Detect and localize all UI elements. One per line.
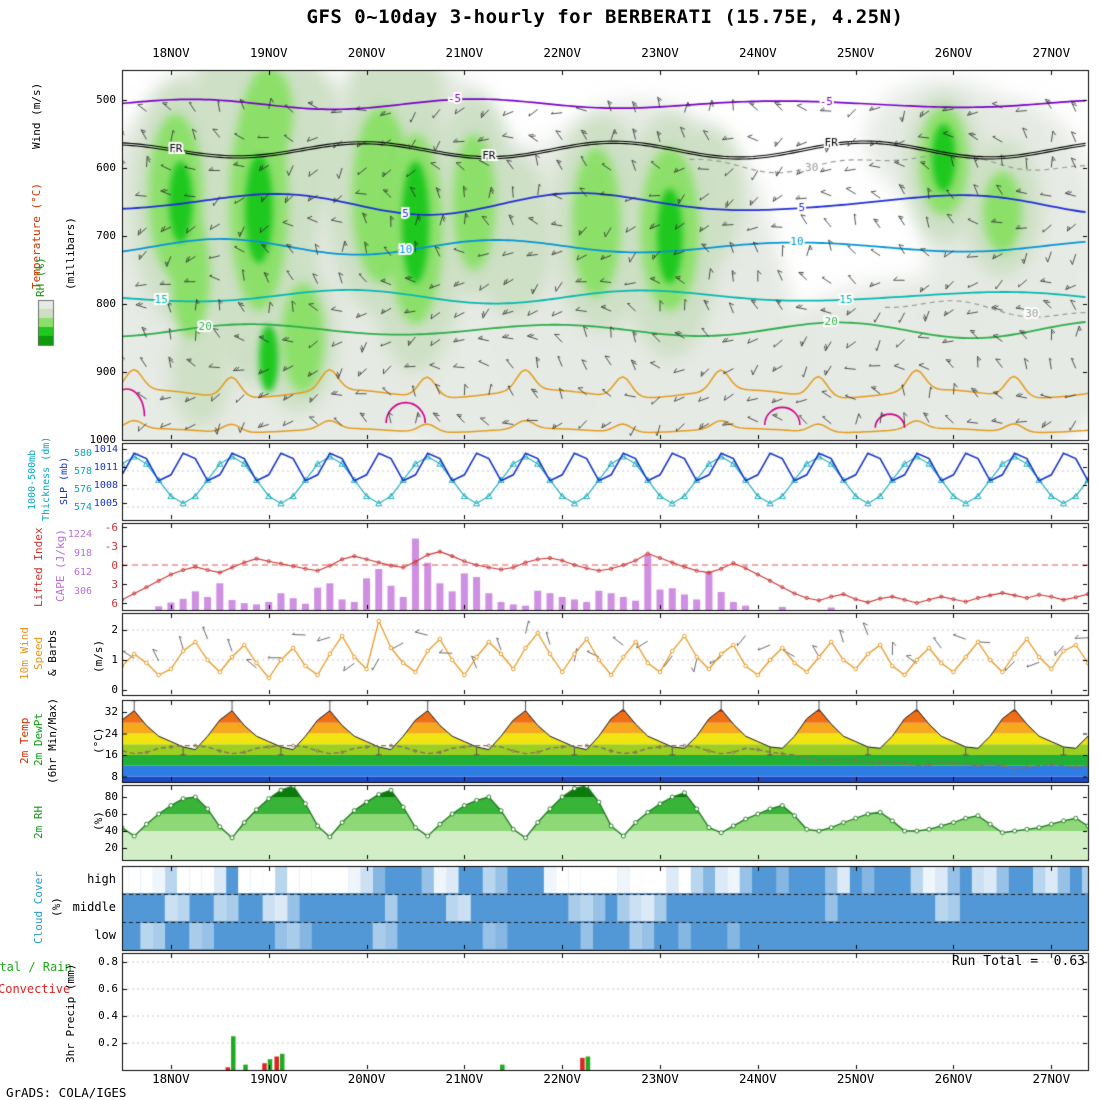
- wind-axis-label: Wind (m/s): [30, 82, 43, 150]
- x-tick-label-bottom: 20NOV: [347, 1071, 386, 1086]
- y-tick-label: 16: [104, 748, 118, 761]
- x-tick-label-bottom: 26NOV: [934, 1071, 973, 1086]
- x-tick-label-top: 27NOV: [1032, 45, 1071, 60]
- y-tick-label: 0.8: [98, 955, 118, 968]
- y-tick-label: 1000: [89, 433, 117, 446]
- y-tick-label: 1011: [93, 462, 118, 473]
- y-tick-label: 8: [111, 769, 118, 783]
- wind10m-axis-label-3: & Barbs: [46, 629, 59, 677]
- x-tick-label-bottom: 21NOV: [445, 1071, 484, 1086]
- minmax-axis-label: (6hr Min/Max): [46, 697, 59, 785]
- cloud-cover-axis-label: Cloud Cover: [32, 871, 45, 945]
- y-tick-label: 1014: [93, 444, 118, 455]
- y-tick-label: 40: [104, 824, 118, 837]
- x-tick-label-bottom: 23NOV: [641, 1071, 679, 1086]
- x-tick-label-bottom: 27NOV: [1032, 1071, 1071, 1086]
- y-tick-label: 306: [73, 586, 92, 597]
- credit-text: GrADS: COLA/IGES: [6, 1085, 127, 1100]
- y-tick-label: 1: [111, 653, 118, 666]
- precip-convective-legend: Convective: [0, 982, 71, 996]
- y-tick-label: 0.6: [98, 982, 118, 995]
- cloud-row-label: low: [94, 928, 116, 942]
- rh2m-axis-label: 2m RH: [32, 805, 45, 839]
- x-tick-label-top: 22NOV: [543, 45, 581, 60]
- y-tick-label: 24: [104, 726, 118, 740]
- precip-total-legend: Total / Rain: [0, 960, 72, 974]
- y-tick-label: 0.4: [98, 1009, 118, 1022]
- y-tick-label: 60: [104, 807, 118, 820]
- chart-title: GFS 0~10day 3-hourly for BERBERATI (15.7…: [306, 6, 904, 28]
- y-tick-label: 2: [111, 623, 118, 636]
- y-tick-label: 578: [73, 466, 92, 477]
- y-tick-label: 800: [96, 297, 116, 310]
- x-tick-label-bottom: 19NOV: [249, 1071, 288, 1086]
- rh-axis-label: RH (%): [34, 257, 47, 297]
- y-tick-label: 32: [104, 705, 118, 718]
- cloud-row-label: middle: [72, 900, 116, 914]
- wind10m-axis-label-2: Speed: [32, 636, 45, 670]
- wind10m-axis-label-1: 10m Wind: [18, 627, 31, 681]
- x-tick-label-bottom: 18NOV: [152, 1071, 190, 1086]
- y-tick-label: 918: [73, 548, 92, 559]
- x-tick-label-top: 20NOV: [347, 45, 386, 60]
- y-tick-label: 600: [96, 161, 116, 174]
- x-tick-label-top: 23NOV: [641, 45, 679, 60]
- y-tick-label: 1224: [67, 529, 92, 540]
- run-total-text: Run Total = 0.63: [951, 954, 1085, 969]
- y-tick-label: 1008: [93, 480, 118, 491]
- y-tick-label: 0: [111, 683, 118, 696]
- y-tick-label: -6: [104, 521, 118, 534]
- x-tick-label-top: 18NOV: [152, 45, 190, 60]
- lifted-index-axis-label: Lifted Index: [32, 527, 45, 607]
- x-tick-label-top: 24NOV: [739, 45, 777, 60]
- x-tick-label-bottom: 24NOV: [739, 1071, 777, 1086]
- x-tick-label-top: 21NOV: [445, 45, 484, 60]
- y-tick-label: 80: [104, 790, 118, 803]
- y-tick-label: 900: [96, 365, 116, 378]
- thickness-axis-label-1: 1000-500mb: [27, 449, 38, 511]
- temp2m-axis-label: 2m Temp: [18, 717, 31, 765]
- y-tick-label: 580: [73, 448, 92, 459]
- y-tick-label: 500: [96, 93, 116, 106]
- y-tick-label: 0: [111, 559, 118, 572]
- y-tick-label: 0.2: [98, 1036, 118, 1049]
- y-tick-label: 3: [111, 578, 118, 591]
- x-tick-label-bottom: 22NOV: [543, 1071, 581, 1086]
- y-tick-label: -3: [104, 540, 118, 553]
- y-tick-label: 576: [73, 484, 92, 495]
- y-tick-label: 1005: [93, 498, 118, 509]
- x-tick-label-top: 19NOV: [249, 45, 288, 60]
- y-tick-label: 612: [73, 567, 92, 578]
- x-tick-label-top: 25NOV: [836, 45, 875, 60]
- precip-axis-label: 3hr Precip (mm): [64, 963, 77, 1063]
- x-tick-label-bottom: 25NOV: [836, 1071, 875, 1086]
- y-tick-label: 574: [73, 502, 92, 513]
- x-tick-label-top: 26NOV: [934, 45, 973, 60]
- cloud-row-label: high: [87, 872, 116, 886]
- y-tick-label: 20: [104, 841, 118, 854]
- y-tick-label: 700: [96, 229, 116, 242]
- dewpt-axis-label: 2m DewPt: [32, 713, 45, 767]
- thickness-axis-label-2: Thickness (dm): [41, 436, 52, 522]
- y-tick-label: 6: [111, 597, 118, 610]
